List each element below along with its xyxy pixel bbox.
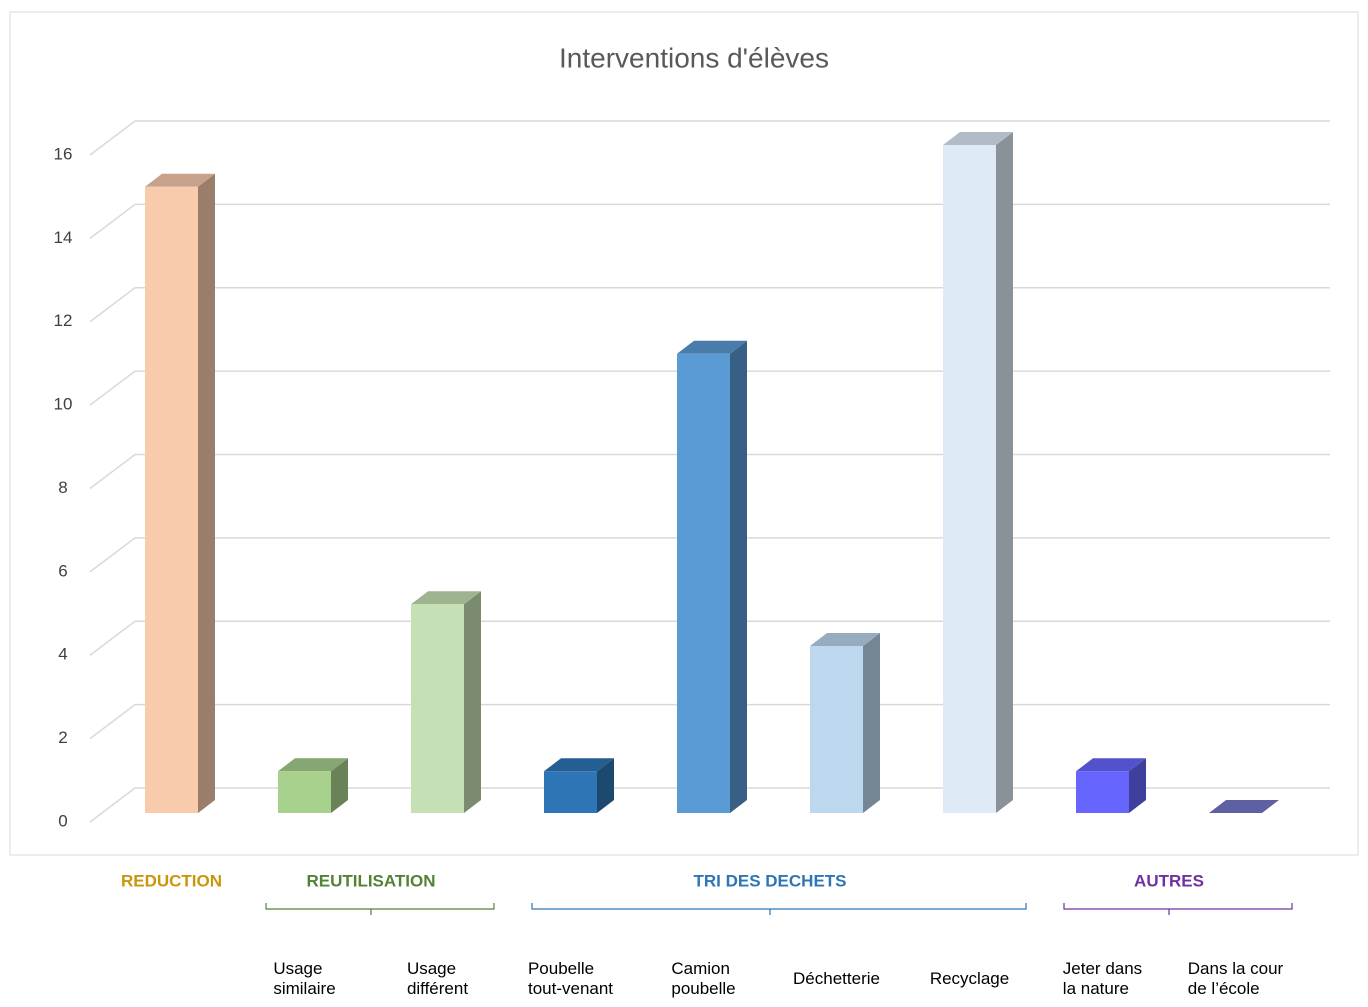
y-tick-label: 10 (54, 395, 73, 414)
group-label: TRI DES DECHETS (693, 871, 846, 890)
group-bracket (1063, 903, 1293, 915)
y-tick-label: 12 (54, 311, 73, 330)
x-tick-label: Poubelle tout-venant (527, 959, 614, 998)
bar-top (1209, 800, 1279, 813)
grid-line (89, 620, 1330, 656)
bar (943, 145, 996, 813)
y-tick-label: 6 (58, 561, 67, 580)
x-tick-label: Usage différent (406, 959, 469, 998)
x-tick-label: Déchetterie (793, 969, 880, 988)
group-bracket (531, 903, 1027, 915)
grid-line (89, 203, 1330, 239)
grid-line (89, 537, 1330, 573)
x-tick-label: Camion poubelle (671, 959, 736, 998)
bar-top (145, 173, 215, 187)
bar-side (331, 758, 348, 813)
bar (544, 771, 597, 813)
bar-side (1129, 758, 1146, 813)
bar (145, 186, 198, 813)
bar-side (198, 173, 215, 813)
bar-side (597, 758, 614, 813)
chart-title: Interventions d'élèves (559, 42, 829, 73)
bar-top (677, 340, 747, 354)
bar (810, 646, 863, 813)
bar-top (943, 132, 1013, 145)
bar-top (1076, 758, 1146, 772)
bar (1076, 771, 1129, 813)
y-tick-label: 0 (58, 811, 67, 830)
bar-top (810, 633, 880, 646)
x-tick-label: Jeter dans la nature (1062, 959, 1143, 998)
grid-line (89, 120, 1330, 156)
y-tick-label: 2 (58, 728, 67, 747)
x-tick-label: Dans la cour de l’école (1187, 959, 1284, 998)
bar-top (278, 758, 348, 772)
grid-line (89, 787, 1330, 823)
group-label: REDUCTION (121, 871, 222, 890)
bar-top (544, 758, 614, 772)
group-bracket (265, 903, 495, 915)
y-tick-label: 14 (54, 228, 73, 247)
bar-side (863, 633, 880, 813)
grid-line (89, 370, 1330, 406)
x-tick-label: Usage similaire (273, 959, 336, 998)
group-label: AUTRES (1134, 871, 1204, 890)
bar (677, 353, 730, 813)
group-label: REUTILISATION (306, 871, 435, 890)
bar-side (996, 132, 1013, 813)
bar (411, 604, 464, 813)
grid-line (89, 453, 1330, 490)
x-tick-label: Recyclage (929, 969, 1010, 988)
grid-line (89, 703, 1330, 740)
bar-side (730, 340, 747, 813)
y-tick-label: 8 (58, 478, 67, 497)
bar-top (411, 591, 481, 605)
y-tick-label: 16 (54, 144, 73, 163)
y-tick-label: 4 (58, 645, 67, 664)
bar (278, 771, 331, 813)
grid-line (89, 287, 1330, 323)
bar-side (464, 591, 481, 813)
